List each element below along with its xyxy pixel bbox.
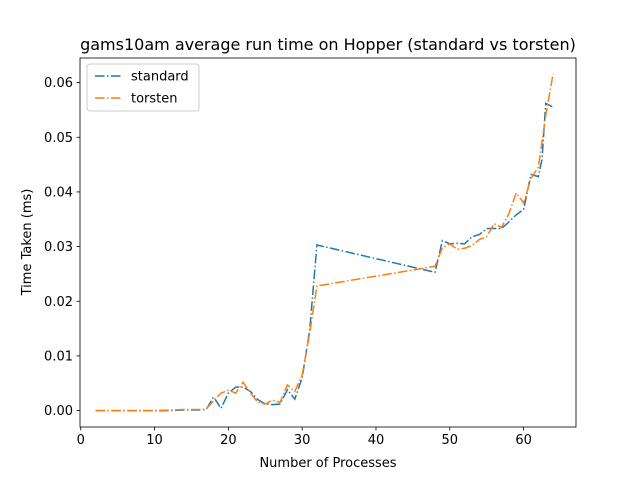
legend-label-standard: standard (131, 70, 189, 85)
x-tick-label: 10 (146, 433, 163, 448)
x-tick-label: 30 (294, 433, 311, 448)
x-tick-label: 60 (515, 433, 532, 448)
series-layer (95, 73, 554, 412)
y-tick-label: 0.06 (44, 76, 73, 91)
y-tick-label: 0.05 (44, 131, 73, 146)
y-tick-label: 0.03 (44, 240, 73, 255)
x-tick-label: 20 (220, 433, 237, 448)
x-axis-label: Number of Processes (259, 456, 396, 471)
y-tick-label: 0.00 (44, 404, 73, 419)
y-tick-label: 0.01 (44, 349, 73, 364)
y-axis-label: Time Taken (ms) (20, 189, 35, 297)
chart-title: gams10am average run time on Hopper (sta… (80, 35, 576, 54)
legend-label-torsten: torsten (131, 92, 178, 107)
y-tick-label: 0.04 (44, 185, 73, 200)
x-tick-label: 40 (368, 433, 385, 448)
x-tick-label: 50 (442, 433, 459, 448)
axes-frame (79, 57, 577, 428)
plot-area (79, 57, 577, 428)
series-line-torsten (95, 73, 554, 412)
legend: standard torsten (86, 63, 200, 112)
x-tick-label: 0 (77, 433, 85, 448)
y-axis: 0.00 0.01 0.02 0.03 0.04 0.05 0.06 (44, 76, 80, 419)
x-axis: 0 10 20 30 40 50 60 (77, 427, 532, 448)
y-tick-label: 0.02 (44, 295, 73, 310)
